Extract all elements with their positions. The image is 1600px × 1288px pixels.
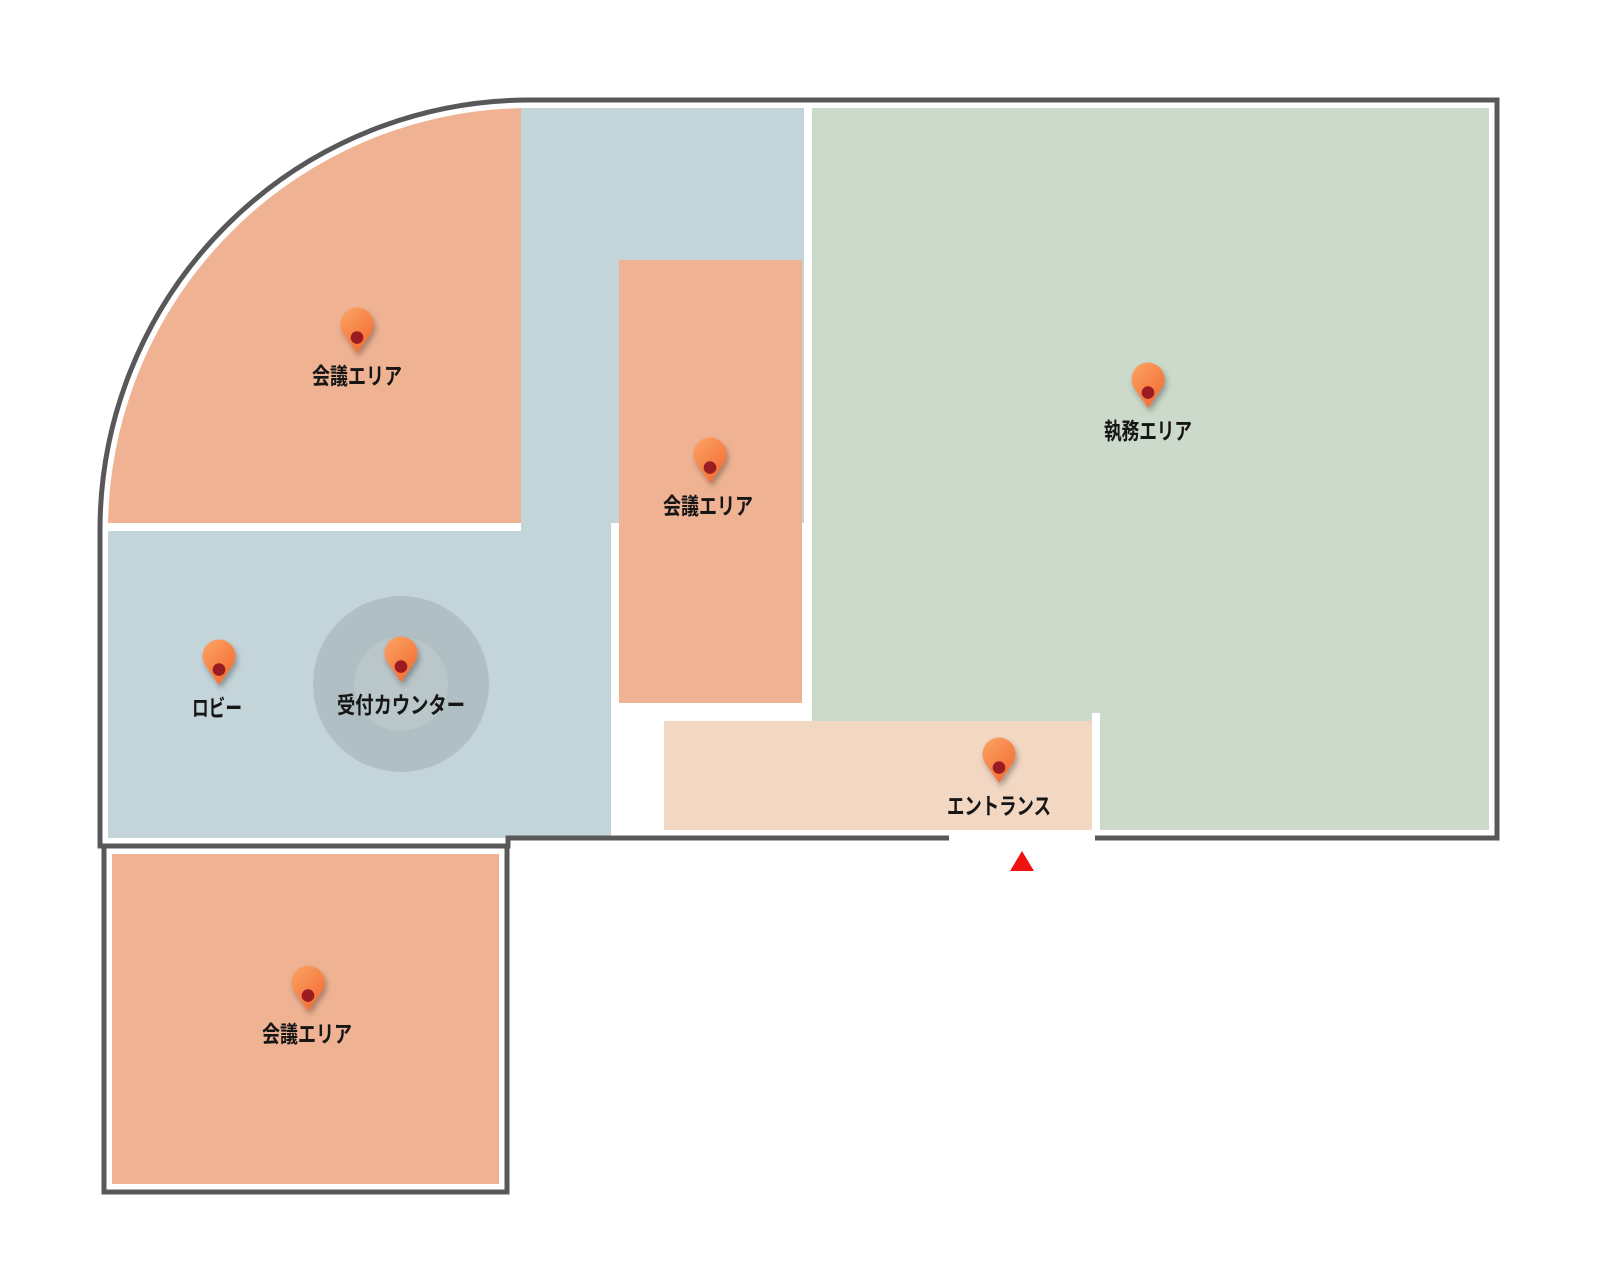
svg-text:エントランス: エントランス (947, 787, 1051, 821)
svg-text:執務エリア: 執務エリア (1104, 412, 1192, 446)
svg-text:会議エリア: 会議エリア (312, 357, 402, 391)
svg-text:会議エリア: 会議エリア (663, 487, 753, 521)
svg-text:受付カウンター: 受付カウンター (337, 686, 465, 720)
svg-text:会議エリア: 会議エリア (262, 1015, 352, 1049)
svg-text:ロビー: ロビー (192, 689, 242, 723)
